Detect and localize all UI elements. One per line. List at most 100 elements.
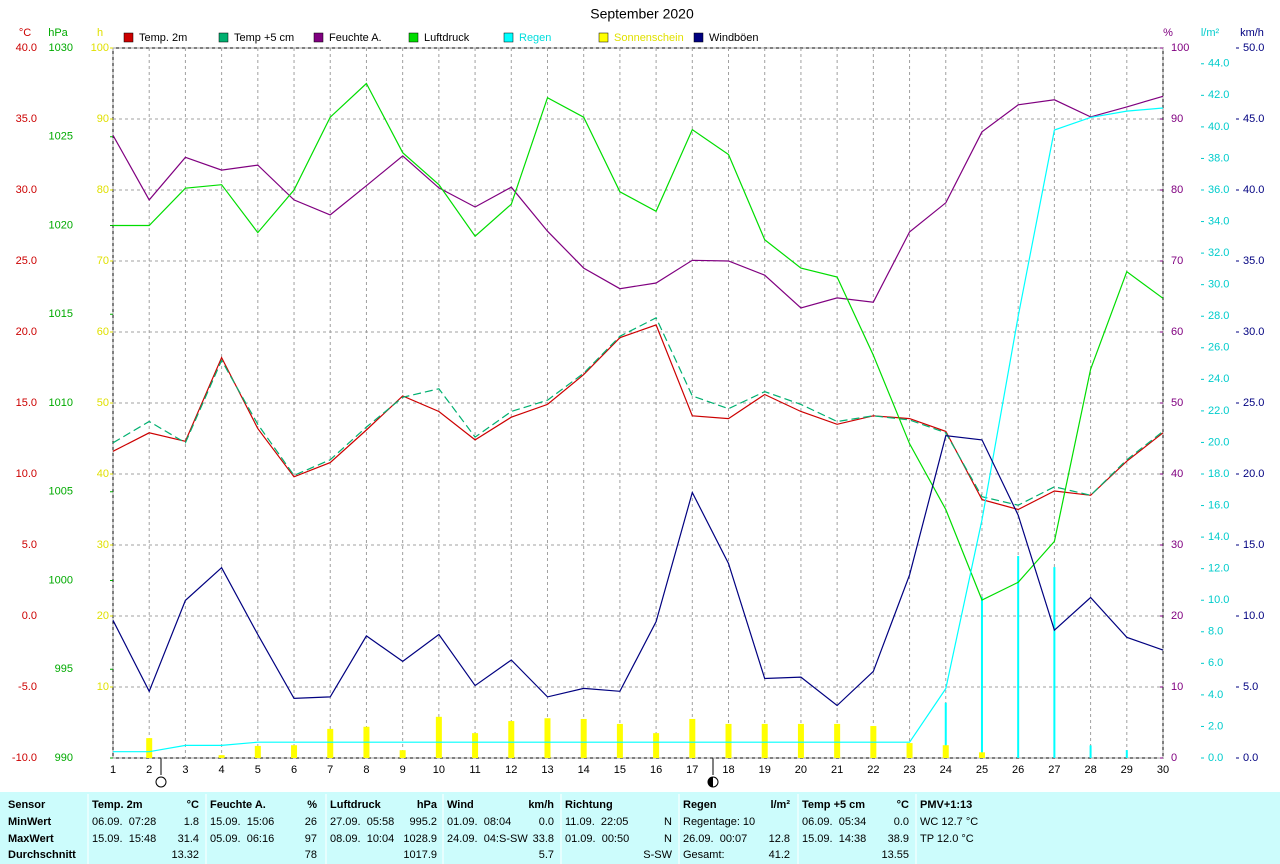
cell-value: 13.32	[171, 849, 199, 861]
table-background	[0, 792, 1280, 864]
y-tick-label: 10	[97, 681, 109, 693]
y-tick-label: 42.0	[1208, 89, 1229, 101]
legend-swatch	[218, 32, 229, 43]
row-label: Durchschnitt	[8, 849, 76, 861]
row-label: MinWert	[8, 816, 52, 828]
y-tick-label: 1005	[49, 486, 73, 498]
cell-value: 13.55	[881, 849, 909, 861]
y-tick-label: 50.0	[1243, 42, 1264, 54]
y-tick-label: 90	[97, 113, 109, 125]
sunshine-bar	[616, 723, 623, 758]
row-label: MaxWert	[8, 833, 54, 845]
y-tick-label: 0.0	[1208, 752, 1223, 764]
x-tick-label: 21	[831, 764, 843, 776]
x-tick-label: 1	[110, 764, 116, 776]
y-tick-label: 40.0	[1243, 184, 1264, 196]
sunshine-bar	[327, 728, 334, 758]
y-tick-label: 60	[1171, 326, 1183, 338]
y-tick-label: 20.0	[1243, 468, 1264, 480]
y-tick-label: 10.0	[1208, 594, 1229, 606]
y-tick-label: 1025	[49, 131, 73, 143]
y-tick-label: 25.0	[16, 255, 37, 267]
y-tick-label: 45.0	[1243, 113, 1264, 125]
x-tick-label: 14	[578, 764, 590, 776]
y-tick-label: 20.0	[16, 326, 37, 338]
cell-text: 05.09. 06:16	[210, 833, 274, 845]
rain-bar	[980, 597, 983, 758]
rain-bar	[1089, 745, 1092, 758]
cell-text: 06.09. 07:28	[92, 816, 156, 828]
x-tick-label: 15	[614, 764, 626, 776]
column-unit: hPa	[417, 799, 438, 811]
full-moon-icon	[155, 776, 167, 788]
y-tick-label: 40.0	[16, 42, 37, 54]
legend-swatch	[503, 32, 514, 43]
x-tick-label: 2	[146, 764, 152, 776]
sunshine-bar	[834, 723, 841, 758]
y-tick-label: 20.0	[1208, 436, 1229, 448]
cell-value: 0.0	[539, 816, 554, 828]
sunshine-bar	[942, 745, 949, 758]
y-tick-label: 32.0	[1208, 247, 1229, 259]
y-tick-label: -10.0	[12, 752, 37, 764]
x-tick-label: 23	[903, 764, 915, 776]
cell-text: 26.09. 00:07	[683, 833, 747, 845]
column-unit: °C	[187, 799, 199, 811]
y-tick-label: 990	[55, 752, 73, 764]
rain-bar	[944, 702, 947, 758]
cell-text: 27.09. 05:58	[330, 816, 394, 828]
y-tick-label: 40	[1171, 468, 1183, 480]
sunshine-bar	[580, 718, 587, 758]
legend-label: Luftdruck	[424, 32, 470, 44]
y-tick-label: 24.0	[1208, 373, 1229, 385]
x-tick-label: 30	[1157, 764, 1169, 776]
y-tick-label: 50	[1171, 397, 1183, 409]
column-title: PMV+1:13	[920, 799, 972, 811]
y-tick-label: 34.0	[1208, 215, 1229, 227]
legend-label: Feuchte A.	[329, 32, 382, 44]
cell-text: WC 12.7 °C	[920, 816, 978, 828]
y-tick-label: 8.0	[1208, 626, 1223, 638]
cell-text: 11.09. 22:05	[565, 816, 628, 828]
axis-unit: l/m²	[1201, 27, 1220, 39]
sunshine-bar	[978, 752, 985, 758]
chart-title: September 2020	[590, 6, 694, 22]
sunshine-bar	[725, 723, 732, 758]
cell-value: 5.7	[539, 849, 554, 861]
cell-value: 78	[305, 849, 317, 861]
y-tick-label: 36.0	[1208, 184, 1229, 196]
series-line	[112, 95, 1164, 309]
y-tick-label: 4.0	[1208, 689, 1223, 701]
cell-value: 38.9	[888, 833, 909, 845]
cell-value: 1.8	[184, 816, 199, 828]
column-title: Wind	[447, 799, 474, 811]
y-tick-label: 30.0	[16, 184, 37, 196]
x-tick-label: 20	[795, 764, 807, 776]
x-tick-label: 13	[541, 764, 553, 776]
legend-swatch	[123, 32, 134, 43]
y-tick-label: 26.0	[1208, 342, 1229, 354]
legend-label: Windböen	[709, 32, 759, 44]
column-title: Temp +5 cm	[802, 799, 865, 811]
cell-text: 15.09. 14:38	[802, 833, 866, 845]
column-unit: l/m²	[770, 799, 790, 811]
cell-text: Regentage: 10	[683, 816, 755, 828]
x-tick-label: 19	[759, 764, 771, 776]
column-title: Feuchte A.	[210, 799, 266, 811]
y-tick-label: 2.0	[1208, 720, 1223, 732]
y-tick-label: 0.0	[1243, 752, 1258, 764]
axis-unit: km/h	[1240, 27, 1264, 39]
cell-value: 26	[305, 816, 317, 828]
x-tick-label: 10	[433, 764, 445, 776]
legend-label: Temp +5 cm	[234, 32, 294, 44]
y-tick-label: 20	[97, 610, 109, 622]
y-tick-label: 30.0	[1243, 326, 1264, 338]
sunshine-bar	[544, 718, 551, 758]
sunshine-bar	[797, 723, 804, 758]
series-line	[112, 324, 1164, 511]
x-tick-label: 6	[291, 764, 297, 776]
column-unit: km/h	[528, 799, 554, 811]
cell-text: 24.09. 04:S-SW	[447, 833, 528, 845]
rain-bar	[1125, 750, 1128, 758]
